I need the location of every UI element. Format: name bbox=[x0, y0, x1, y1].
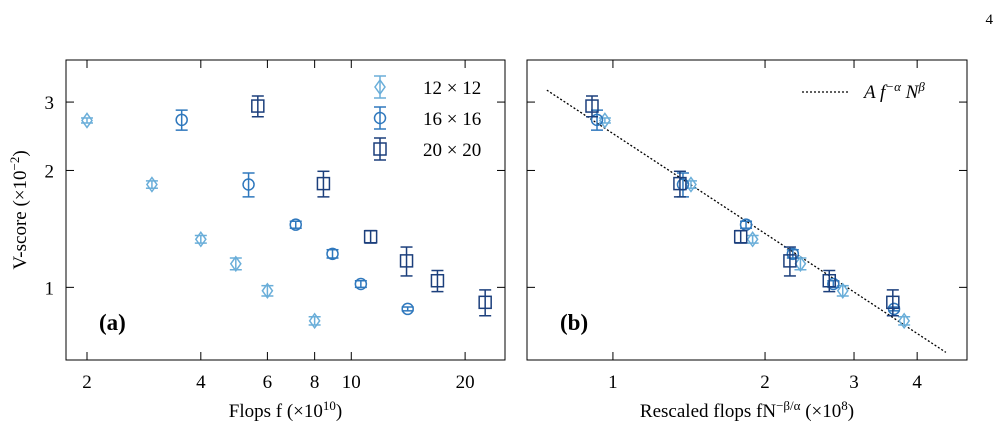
y-tick-label: 2 bbox=[45, 161, 55, 182]
error-bar bbox=[194, 234, 207, 244]
error-bar bbox=[251, 95, 264, 118]
error-bar bbox=[479, 289, 492, 317]
x-tick-label: 4 bbox=[912, 372, 922, 393]
error-bar bbox=[374, 106, 386, 130]
x-tick-label: 8 bbox=[310, 372, 320, 393]
error-bar bbox=[591, 109, 604, 131]
x-tick-label: 20 bbox=[456, 372, 475, 393]
error-bar bbox=[261, 284, 274, 297]
error-bar bbox=[400, 246, 413, 277]
legend-label: 16 × 16 bbox=[423, 109, 481, 130]
x-tick-label: 4 bbox=[196, 372, 206, 393]
x-tick-label: 3 bbox=[849, 372, 859, 393]
panel-label: (b) bbox=[560, 310, 588, 335]
marker bbox=[229, 255, 242, 273]
marker bbox=[175, 113, 188, 127]
marker bbox=[374, 78, 386, 96]
error-bar bbox=[242, 172, 255, 198]
marker bbox=[81, 112, 93, 129]
panel-label: (a) bbox=[99, 310, 126, 335]
marker bbox=[354, 277, 368, 291]
legend-label: 20 × 20 bbox=[423, 140, 481, 161]
error-bar bbox=[431, 269, 444, 293]
marker bbox=[194, 230, 207, 248]
error-bar bbox=[734, 229, 747, 244]
marker bbox=[326, 247, 339, 261]
legend-label-part: N bbox=[901, 82, 920, 103]
y-axis-label: V-score (×10−2) bbox=[7, 150, 32, 269]
marker bbox=[401, 302, 414, 316]
marker bbox=[316, 176, 331, 191]
error-bar bbox=[364, 229, 377, 244]
marker bbox=[794, 255, 807, 273]
y-tick-label: 3 bbox=[45, 93, 55, 114]
marker bbox=[822, 273, 837, 288]
y-tick-label: 1 bbox=[45, 278, 55, 299]
x-axis-label: Rescaled flops fN−β/α (×108) bbox=[640, 398, 854, 423]
marker bbox=[261, 282, 274, 300]
x-axis-label: Flops f (×1010) bbox=[229, 398, 342, 423]
marker bbox=[478, 295, 492, 310]
legend-label: A f−α Nβ bbox=[862, 79, 925, 104]
marker bbox=[886, 295, 900, 310]
x-axis-label-sup: 8 bbox=[841, 398, 848, 413]
error-bar bbox=[175, 109, 188, 131]
error-bar bbox=[585, 95, 598, 118]
error-bar bbox=[886, 289, 899, 317]
legend-label-sup: −α bbox=[885, 79, 902, 94]
plot-frame bbox=[526, 59, 968, 361]
marker bbox=[786, 247, 800, 261]
y-axis-label-part: ) bbox=[10, 150, 31, 156]
x-axis-label-part: (×10 bbox=[800, 401, 841, 422]
x-axis-label-sup: 10 bbox=[323, 398, 336, 413]
y-axis-label-sup: −2 bbox=[7, 157, 22, 171]
marker bbox=[746, 230, 759, 248]
error-bar bbox=[746, 234, 759, 244]
x-axis-label-part: ) bbox=[848, 401, 854, 422]
marker bbox=[363, 229, 378, 244]
page-number: 4 bbox=[986, 12, 994, 28]
marker bbox=[783, 254, 797, 268]
x-axis-label-part: ) bbox=[336, 401, 342, 422]
marker bbox=[289, 218, 302, 231]
error-bar bbox=[783, 246, 796, 277]
x-tick-label: 2 bbox=[82, 372, 92, 393]
x-tick-label: 2 bbox=[760, 372, 770, 393]
marker bbox=[373, 111, 387, 125]
x-tick-label: 1 bbox=[608, 372, 618, 393]
x-axis-label-part: Rescaled flops fN bbox=[640, 401, 776, 422]
marker bbox=[733, 229, 748, 244]
marker bbox=[673, 176, 687, 191]
marker bbox=[146, 176, 158, 193]
marker bbox=[242, 178, 255, 191]
marker bbox=[836, 282, 849, 300]
fit-line bbox=[546, 89, 947, 353]
legend-label-sup: β bbox=[917, 79, 925, 94]
legend-label: 12 × 12 bbox=[423, 78, 481, 99]
error-bar bbox=[898, 316, 911, 326]
error-bar bbox=[145, 180, 158, 189]
marker bbox=[373, 142, 387, 156]
marker bbox=[251, 99, 265, 113]
x-tick-label: 10 bbox=[342, 372, 361, 393]
error-bar bbox=[374, 137, 386, 161]
marker bbox=[399, 254, 414, 268]
x-tick-label: 6 bbox=[263, 372, 273, 393]
plot-frame bbox=[65, 59, 506, 361]
error-bar bbox=[308, 316, 321, 326]
error-bar bbox=[317, 170, 330, 198]
marker bbox=[827, 277, 840, 291]
marker bbox=[898, 312, 911, 330]
marker bbox=[430, 273, 445, 288]
error-bar bbox=[673, 170, 686, 198]
marker bbox=[585, 99, 599, 113]
marker bbox=[308, 312, 321, 330]
x-axis-label-part: Flops f (×10 bbox=[229, 401, 323, 422]
marker bbox=[590, 113, 604, 127]
legend-label-part: A f bbox=[862, 82, 888, 103]
error-bar bbox=[401, 306, 414, 312]
x-axis-label-sup: −β/α bbox=[776, 398, 801, 413]
y-axis-label-part: V-score (×10 bbox=[10, 170, 31, 269]
